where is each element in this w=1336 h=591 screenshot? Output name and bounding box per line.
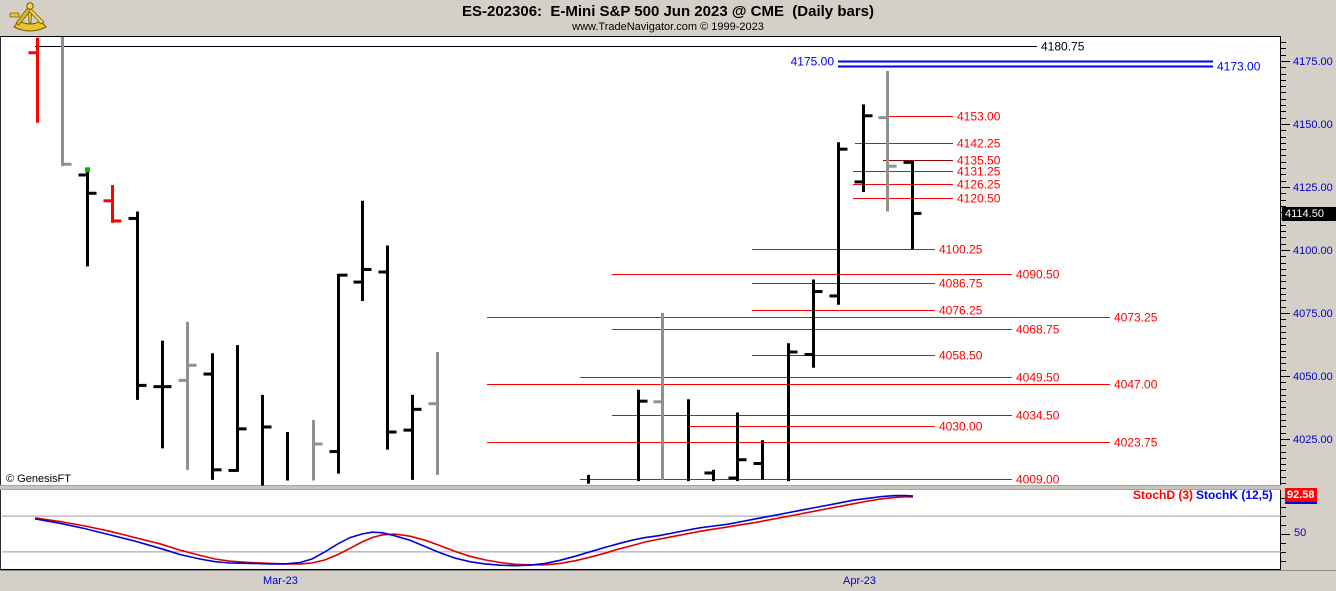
price-axis-label: 4025.00 — [1293, 434, 1333, 446]
green-close-marker — [85, 167, 90, 173]
date-label-mar23: Mar-23 — [263, 575, 298, 587]
chart-subtitle: www.TradeNavigator.com © 1999-2023 — [572, 21, 764, 33]
price-axis[interactable] — [1281, 36, 1336, 570]
price-level-label: 4180.75 — [1041, 40, 1085, 54]
price-axis-label: 4175.00 — [1293, 56, 1333, 68]
sextant-logo-icon — [9, 2, 47, 32]
price-level-label: 4034.50 — [1016, 409, 1060, 423]
price-axis-label: 4075.00 — [1293, 308, 1333, 320]
date-label-apr23: Apr-23 — [843, 575, 877, 587]
price-level-label: 4142.25 — [957, 137, 1001, 151]
price-level-label: 4049.50 — [1016, 371, 1060, 385]
stochd-legend-label[interactable]: StochD (3) — [1133, 488, 1193, 502]
stoch-k-line — [34, 494, 914, 567]
price-level-label: 4120.50 — [957, 192, 1001, 206]
stoch-d-line — [34, 495, 914, 566]
stochastic-pane[interactable] — [0, 490, 1281, 570]
panel-splitter[interactable] — [0, 485, 1336, 490]
price-level-label: 4023.75 — [1114, 436, 1158, 450]
price-axis-label: 4050.00 — [1293, 371, 1333, 383]
price-level-label: 4068.75 — [1016, 323, 1060, 337]
price-level-label: 4086.75 — [939, 277, 983, 291]
price-level-label: 4047.00 — [1114, 378, 1158, 392]
price-level-label: 4173.00 — [1217, 60, 1261, 74]
price-axis-label: 4125.00 — [1293, 182, 1333, 194]
price-level-label: 4153.00 — [957, 110, 1001, 124]
date-axis[interactable] — [0, 570, 1336, 591]
stochk-legend-label[interactable]: StochK (12,5) — [1196, 488, 1273, 502]
price-axis-label: 4100.00 — [1293, 245, 1333, 257]
price-level-label: 4009.00 — [1016, 473, 1060, 487]
current-price-tag: 4114.50 — [1282, 207, 1336, 221]
price-axis-label: 4150.00 — [1293, 119, 1333, 131]
price-level-label: 4090.50 — [1016, 268, 1060, 282]
price-level-label: 4131.25 — [957, 165, 1001, 179]
price-level-label: 4030.00 — [939, 420, 983, 434]
price-level-label: 4175.00 — [791, 55, 835, 69]
price-level-label: 4076.25 — [939, 304, 983, 318]
price-level-label: 4100.25 — [939, 243, 983, 257]
chart-title: ES-202306: E-Mini S&P 500 Jun 2023 @ CME… — [461, 3, 874, 20]
genesis-copyright: © GenesisFT — [6, 473, 71, 485]
price-level-label: 4073.25 — [1114, 311, 1158, 325]
price-level-label: 4135.50 — [957, 154, 1001, 168]
stoch-current-value-tag: 92.58 — [1285, 488, 1317, 504]
stoch-axis-50-label: 50 — [1294, 527, 1307, 539]
price-level-label: 4126.25 — [957, 178, 1001, 192]
price-level-label: 4058.50 — [939, 349, 983, 363]
